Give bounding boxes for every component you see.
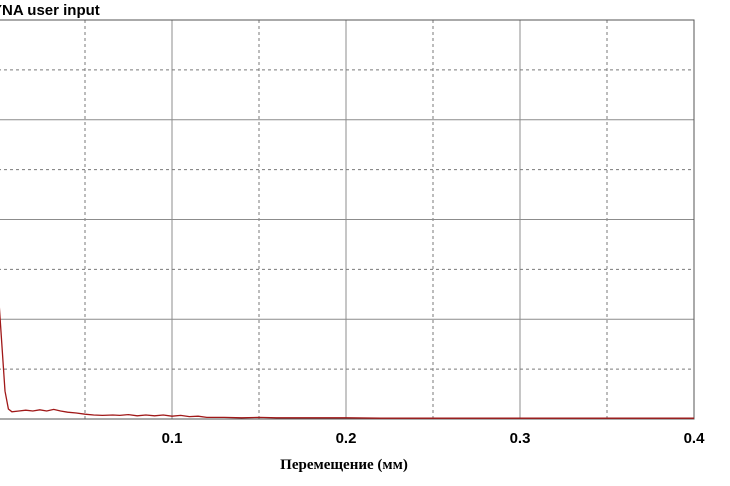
x-tick-label: 0.4	[684, 430, 706, 447]
grid	[0, 20, 694, 419]
x-axis-title: Перемещение (мм)	[280, 457, 408, 473]
x-tick-label: 0.2	[336, 430, 357, 447]
x-tick-label: 0.1	[162, 430, 183, 447]
chart-title: YNA user input	[0, 2, 100, 19]
x-tick-label: 0.3	[510, 430, 531, 447]
plot-frame	[0, 19, 695, 420]
x-tick-labels: 0.1 0.2 0.3 0.4	[162, 430, 706, 447]
series-line	[0, 307, 694, 419]
series-group	[0, 307, 694, 419]
